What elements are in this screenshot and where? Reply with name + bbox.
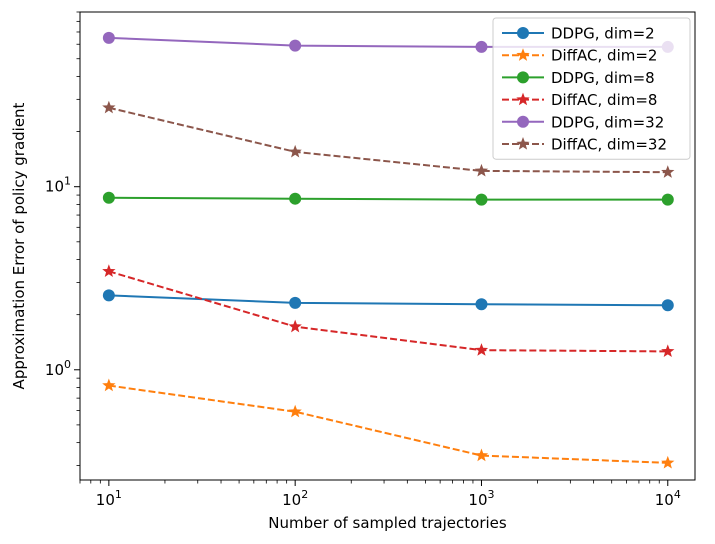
series-line bbox=[108, 196, 668, 201]
data-point bbox=[289, 39, 302, 52]
legend-item: DiffAC, dim=8 bbox=[502, 91, 657, 109]
data-point bbox=[661, 165, 675, 178]
data-point bbox=[474, 448, 489, 462]
plot-frame bbox=[79, 11, 696, 481]
series-line bbox=[108, 294, 668, 307]
legend-label: DiffAC, dim=2 bbox=[551, 47, 657, 65]
x-axis-label: Number of sampled trajectories bbox=[268, 514, 507, 532]
data-point bbox=[288, 404, 302, 418]
x-tick-label: 103 bbox=[468, 488, 494, 509]
legend-box bbox=[492, 17, 691, 160]
y-tick-label: 100 bbox=[45, 358, 71, 379]
data-point bbox=[288, 144, 302, 158]
legend-marker bbox=[517, 27, 529, 39]
legend-label: DDPG, dim=2 bbox=[551, 25, 655, 43]
data-point bbox=[661, 299, 674, 312]
data-point bbox=[102, 191, 115, 204]
legend-item: DDPG, dim=2 bbox=[502, 25, 655, 43]
legend-item: DiffAC, dim=2 bbox=[502, 47, 657, 65]
legend-marker bbox=[517, 115, 529, 128]
x-axis: 101 102 103 104 bbox=[79, 480, 681, 509]
legend-label: DiffAC, dim=8 bbox=[551, 91, 657, 109]
legend-marker bbox=[516, 48, 530, 61]
data-point bbox=[474, 163, 489, 177]
legend: DDPG, dim=2 DiffAC, dim=2 DDPG, dim=8 DiffA… bbox=[492, 17, 691, 160]
legend-label: DDPG, dim=32 bbox=[551, 113, 664, 131]
data-point bbox=[102, 289, 115, 302]
data-point bbox=[102, 100, 116, 114]
data-point bbox=[661, 455, 675, 469]
legend-item: DDPG, dim=32 bbox=[502, 113, 664, 131]
series-diffac-dim-8 bbox=[102, 264, 675, 358]
series-line bbox=[108, 106, 668, 174]
legend-item: DDPG, dim=8 bbox=[502, 69, 655, 87]
series-diffac-dim-2 bbox=[102, 378, 675, 469]
y-tick-label: 101 bbox=[45, 175, 71, 196]
data-point bbox=[102, 31, 115, 44]
y-axis: 100 101 bbox=[45, 11, 80, 466]
data-point bbox=[474, 343, 489, 356]
data-point bbox=[289, 192, 302, 205]
data-point bbox=[661, 193, 674, 206]
series-line bbox=[108, 270, 668, 353]
series-ddpg-dim-8 bbox=[102, 191, 674, 206]
legend-marker bbox=[516, 137, 530, 150]
data-point bbox=[475, 193, 488, 206]
legend-marker bbox=[517, 71, 529, 84]
data-point bbox=[475, 298, 488, 311]
data-point bbox=[102, 264, 116, 277]
x-tick-label: 102 bbox=[282, 488, 308, 509]
legend-item: DiffAC, dim=32 bbox=[502, 136, 667, 154]
legend-label: DiffAC, dim=32 bbox=[551, 136, 667, 154]
data-point bbox=[289, 296, 302, 309]
legend-marker bbox=[516, 92, 530, 106]
x-tick-label: 101 bbox=[96, 488, 122, 509]
series-ddpg-dim-2 bbox=[102, 289, 674, 312]
data-point bbox=[475, 40, 488, 53]
data-point bbox=[288, 319, 302, 333]
x-tick-label: 104 bbox=[655, 488, 681, 509]
y-axis-label: Approximation Error of policy gradient bbox=[10, 102, 28, 389]
series-diffac-dim-32 bbox=[102, 100, 675, 178]
series-line bbox=[108, 384, 668, 464]
data-point bbox=[102, 378, 116, 392]
legend-label: DDPG, dim=8 bbox=[551, 69, 655, 87]
data-point bbox=[661, 344, 675, 358]
